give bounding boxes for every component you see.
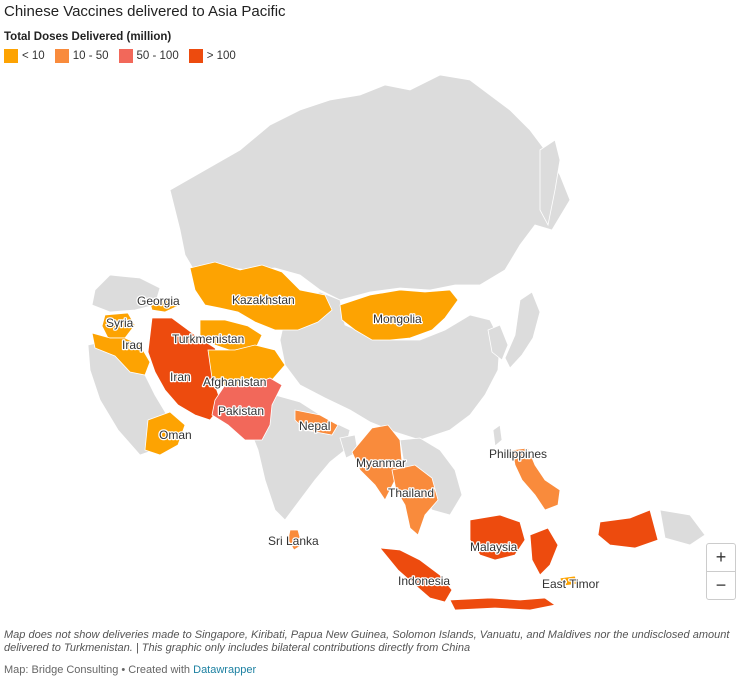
region-kamchatka (539, 139, 561, 227)
legend-swatch (4, 49, 18, 63)
chart-title: Chinese Vaccines delivered to Asia Pacif… (4, 3, 286, 20)
label-indonesia: Indonesia (398, 574, 450, 588)
country-indonesia-java[interactable] (449, 597, 556, 611)
label-myanmar: Myanmar (356, 456, 406, 470)
country-indonesia-sulawesi[interactable] (529, 527, 559, 576)
label-thailand: Thailand (388, 486, 434, 500)
region-russia (169, 74, 571, 301)
legend-label: > 100 (206, 50, 236, 62)
label-east-timor: East Timor (542, 577, 599, 591)
label-syria: Syria (106, 316, 134, 330)
country-indonesia[interactable] (379, 547, 453, 603)
zoom-in-button[interactable]: + (715, 547, 727, 567)
country-indonesia-papua[interactable] (597, 509, 659, 549)
country-malaysia[interactable] (469, 514, 526, 561)
legend-item-gt100: > 100 (188, 49, 236, 63)
country-iraq[interactable] (91, 332, 151, 376)
legend-title: Total Doses Delivered (million) (4, 31, 172, 43)
country-kazakhstan[interactable] (189, 261, 333, 331)
legend-item-10-50: 10 - 50 (54, 49, 109, 63)
country-oman[interactable] (144, 411, 186, 456)
country-thailand[interactable] (391, 464, 439, 536)
legend-swatch (188, 49, 203, 63)
zoom-control: + − (706, 543, 736, 600)
label-kazakhstan: Kazakhstan (232, 293, 295, 307)
label-georgia: Georgia (137, 294, 180, 308)
legend-swatch (54, 49, 69, 63)
legend-label: 50 - 100 (136, 50, 179, 62)
label-iraq: Iraq (122, 338, 143, 352)
legend-swatch (118, 49, 133, 63)
legend-label: < 10 (22, 50, 45, 62)
country-pakistan[interactable] (211, 377, 283, 441)
label-pakistan: Pakistan (218, 404, 264, 418)
label-oman: Oman (159, 428, 192, 442)
label-malaysia: Malaysia (470, 540, 518, 554)
asia-map[interactable]: Georgia Kazakhstan Syria Mongolia Turkme… (0, 70, 741, 625)
country-labels: Georgia Kazakhstan Syria Mongolia Turkme… (105, 292, 601, 593)
land-base (87, 74, 706, 546)
label-nepal: Nepal (299, 419, 330, 433)
legend-item-50-100: 50 - 100 (118, 49, 179, 63)
zoom-out-button[interactable]: − (707, 571, 735, 599)
region-korea (487, 324, 509, 361)
countries (91, 261, 659, 611)
label-turkmenistan: Turkmenistan (172, 332, 244, 346)
country-afghanistan[interactable] (207, 344, 286, 389)
label-iran: Iran (170, 370, 191, 384)
region-png (659, 509, 706, 546)
credit-line: Map: Bridge Consulting • Created with Da… (4, 664, 256, 676)
country-east-timor[interactable] (559, 575, 579, 587)
region-taiwan (492, 424, 503, 447)
label-afghanistan: Afghanistan (203, 375, 266, 389)
country-myanmar[interactable] (351, 424, 403, 501)
label-philippines: Philippines (489, 447, 547, 461)
country-philippines[interactable] (511, 447, 561, 511)
country-georgia[interactable] (149, 299, 179, 313)
label-mongolia: Mongolia (373, 312, 422, 326)
label-sri-lanka: Sri Lanka (268, 534, 319, 548)
legend: < 10 10 - 50 50 - 100 > 100 (4, 49, 236, 63)
map-notes: Map does not show deliveries made to Sin… (4, 629, 730, 654)
country-nepal[interactable] (294, 409, 339, 436)
credit-prefix: Map: Bridge Consulting • Created with (4, 664, 194, 676)
country-mongolia[interactable] (339, 289, 459, 341)
region-japan (504, 291, 541, 369)
legend-label: 10 - 50 (72, 50, 109, 62)
datawrapper-link[interactable]: Datawrapper (193, 664, 257, 676)
country-sri-lanka[interactable] (287, 529, 303, 551)
legend-item-lt10: < 10 (4, 49, 45, 63)
